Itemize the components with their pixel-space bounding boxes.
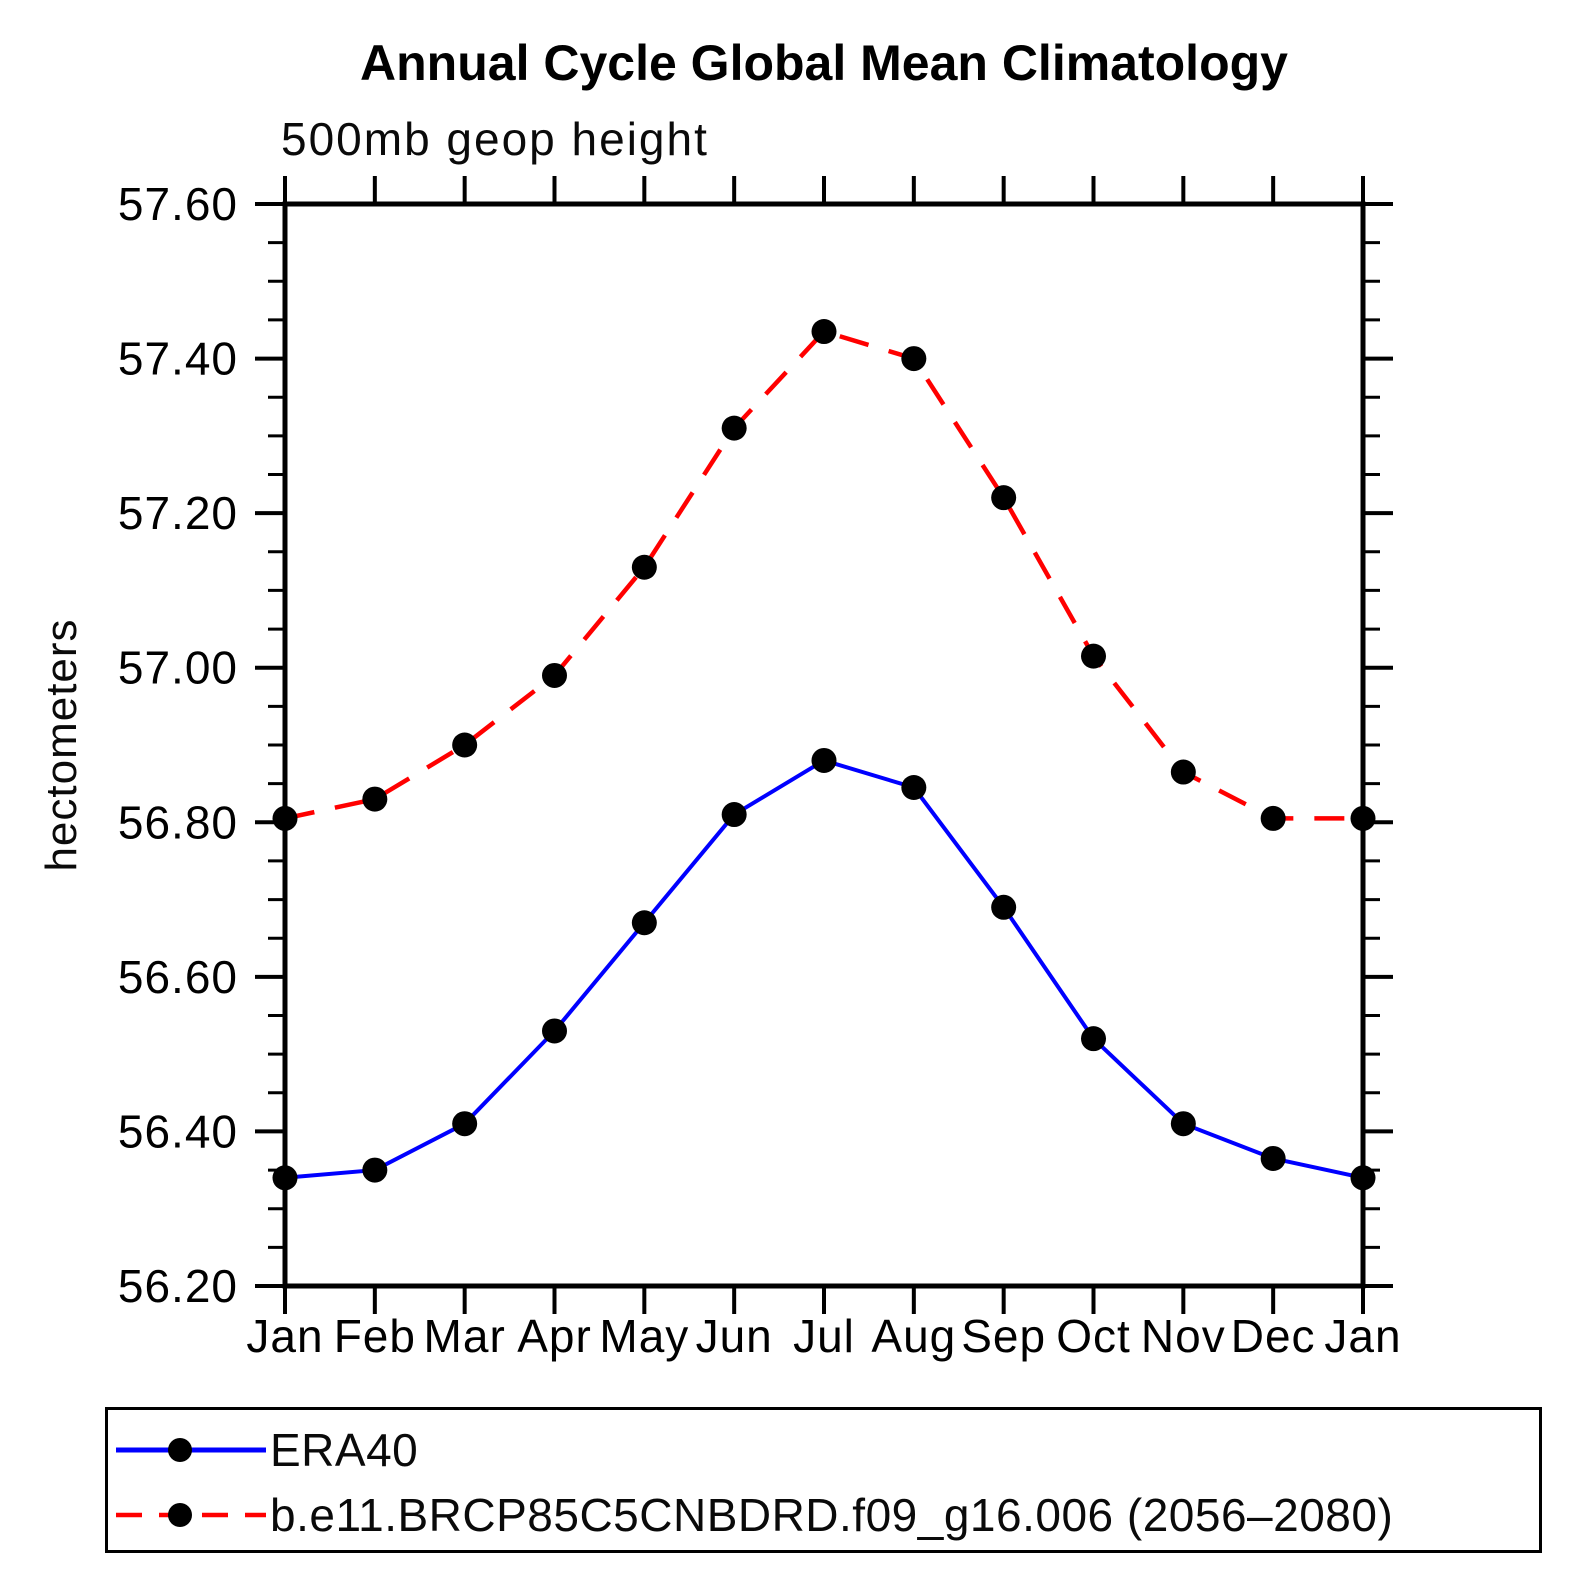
y-axis-tick-label: 56.20 (118, 1260, 238, 1312)
legend-entry-era40: ERA40 (114, 1422, 418, 1478)
x-axis-tick-label: Jan (246, 1310, 323, 1362)
y-axis-tick-label: 56.80 (118, 796, 238, 848)
data-point-marker (1350, 805, 1376, 831)
x-axis-tick-label: May (599, 1310, 689, 1362)
data-point-marker (542, 1018, 567, 1044)
data-point-marker (901, 775, 927, 801)
data-point-marker (721, 802, 747, 828)
y-axis-tick-label: 57.20 (118, 487, 238, 539)
data-point-marker (811, 319, 837, 345)
x-axis-tick-label: Jun (696, 1310, 773, 1362)
data-point-marker (542, 662, 567, 688)
series-line-0 (284, 758, 1364, 1180)
data-point-marker (362, 786, 388, 812)
data-point-marker (1081, 643, 1106, 669)
legend-sample-marker (168, 1438, 192, 1462)
data-point-marker (811, 747, 837, 773)
legend-sample-marker (168, 1503, 192, 1527)
chart-title: Annual Cycle Global Mean Climatology (360, 35, 1288, 91)
data-point-marker (991, 894, 1017, 920)
data-point-marker (1170, 1111, 1196, 1137)
data-point-marker (631, 554, 657, 580)
x-axis-tick-label: Mar (424, 1310, 506, 1362)
x-axis-tick-label: Nov (1141, 1310, 1226, 1362)
data-point-marker (1350, 1165, 1376, 1191)
data-point-marker (1170, 759, 1196, 785)
legend-entry-model: b.e11.BRCP85C5CNBDRD.f09_g16.006 (2056–2… (114, 1487, 1393, 1543)
y-axis-tick-label: 56.60 (118, 951, 238, 1003)
x-axis-tick-label: Jul (793, 1310, 855, 1362)
x-axis-tick-label: Jan (1324, 1310, 1401, 1362)
data-point-marker (362, 1157, 388, 1183)
legend-line-sample-dashed (116, 1503, 266, 1527)
data-point-marker (452, 1111, 478, 1137)
y-axis-tick-label: 57.00 (118, 642, 238, 694)
x-axis-tick-label: Sep (961, 1310, 1046, 1362)
y-axis-tick-label: 57.40 (118, 333, 238, 385)
data-point-marker (1081, 1026, 1106, 1052)
legend-label-model: b.e11.BRCP85C5CNBDRD.f09_g16.006 (2056–2… (270, 1489, 1394, 1541)
legend-box: ERA40 b.e11.BRCP85C5CNBDRD.f09_g16.006 (… (105, 1407, 1542, 1553)
y-axis-tick-label: 57.60 (118, 178, 238, 230)
data-point-marker (272, 805, 298, 831)
x-axis-tick-label: Oct (1056, 1310, 1131, 1362)
data-point-marker (272, 1165, 298, 1191)
data-point-marker (991, 485, 1017, 511)
data-point-marker (1260, 805, 1286, 831)
axis-frame (282, 201, 1366, 1289)
x-axis-tick-label: Feb (334, 1310, 416, 1362)
x-axis-tick-label: Apr (517, 1310, 592, 1362)
chart-subtitle: 500mb geop height (281, 113, 709, 165)
legend-line-sample-solid (116, 1438, 266, 1462)
data-point-marker (631, 910, 657, 936)
y-axis-tick-label: 56.40 (118, 1105, 238, 1157)
series-line-1 (284, 328, 1363, 821)
data-point-marker (1260, 1145, 1286, 1171)
x-axis-tick-label: Dec (1231, 1310, 1316, 1362)
data-point-marker (901, 346, 927, 372)
x-axis-tick-label: Aug (871, 1310, 956, 1362)
data-point-marker (721, 415, 747, 441)
legend-label-era40: ERA40 (270, 1424, 419, 1476)
data-point-marker (452, 732, 478, 758)
